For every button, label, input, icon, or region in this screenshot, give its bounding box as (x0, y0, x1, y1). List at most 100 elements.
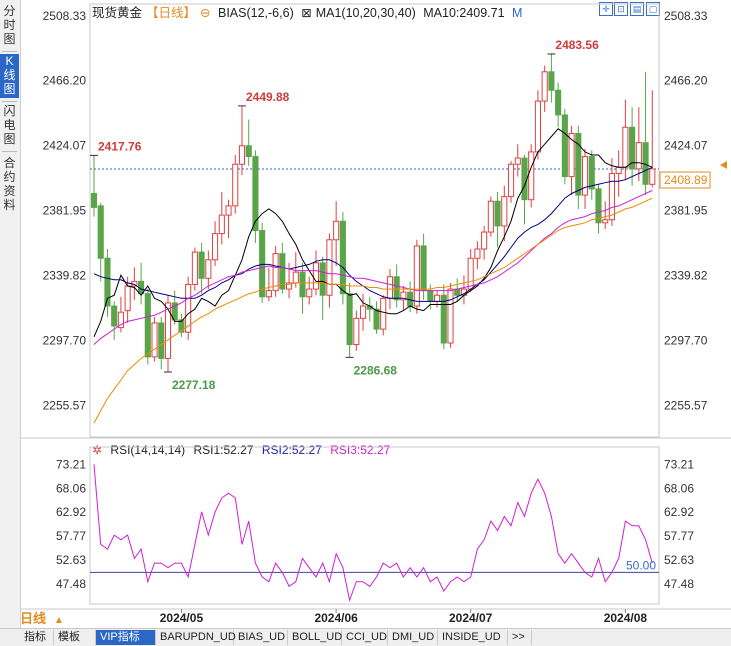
period-label[interactable]: 【日线】 (146, 6, 197, 20)
indicator-tab-9[interactable]: >> (508, 630, 532, 645)
candle[interactable] (534, 100, 541, 153)
candle[interactable] (615, 166, 622, 175)
zoom-out-icon[interactable]: ⊡ (614, 2, 628, 16)
candle[interactable] (286, 282, 293, 290)
candle[interactable] (117, 311, 124, 329)
candle[interactable] (514, 157, 521, 165)
candle[interactable] (232, 163, 239, 207)
candle[interactable] (218, 214, 225, 235)
period-selector[interactable]: 日线 ▲ (20, 610, 90, 627)
crosshair-icon[interactable]: ✛ (599, 2, 613, 16)
candle[interactable] (104, 257, 111, 307)
candle[interactable] (259, 230, 266, 298)
indicator-tab-6[interactable]: CCI_UD (342, 630, 388, 645)
candle[interactable] (555, 89, 562, 116)
candle[interactable] (581, 156, 589, 196)
candle[interactable] (164, 302, 172, 359)
indicator-tab-7[interactable]: DMI_UD (388, 630, 438, 645)
candle[interactable] (474, 248, 481, 259)
circle-minus-icon[interactable]: ⊖ (200, 6, 211, 20)
candle[interactable] (198, 251, 205, 279)
candle[interactable] (306, 288, 313, 298)
candle[interactable] (319, 262, 326, 296)
candle[interactable] (622, 126, 629, 168)
candle[interactable] (447, 288, 454, 344)
candle[interactable] (353, 317, 360, 346)
kline-chart[interactable]: 2417.76 2449.88 2277.18 2286.68 2483.56 2508… (0, 0, 731, 628)
candle[interactable] (400, 291, 407, 301)
indicator-tab-3[interactable]: BARUPDN_UD (156, 630, 236, 645)
candle[interactable] (393, 276, 400, 301)
candle[interactable] (90, 193, 98, 208)
candle[interactable] (521, 157, 528, 201)
candle[interactable] (225, 205, 232, 216)
candle[interactable] (292, 271, 299, 284)
candle[interactable] (608, 173, 615, 221)
candle[interactable] (111, 305, 118, 327)
candle[interactable] (528, 151, 535, 201)
candle[interactable] (649, 168, 656, 185)
candle[interactable] (252, 156, 259, 232)
candle[interactable] (191, 251, 198, 285)
candle[interactable] (124, 285, 131, 312)
candle[interactable] (245, 145, 252, 158)
candle[interactable] (420, 245, 427, 292)
candle[interactable] (588, 156, 595, 190)
candle[interactable] (151, 322, 158, 358)
candle[interactable] (481, 231, 488, 250)
candle[interactable] (548, 71, 555, 91)
candle[interactable] (413, 245, 420, 307)
candle[interactable] (333, 220, 340, 241)
candle[interactable] (265, 290, 272, 298)
candle[interactable] (487, 200, 494, 233)
candle[interactable] (339, 220, 346, 295)
candle[interactable] (386, 276, 394, 299)
indicator-tab-8[interactable]: INSIDE_UD (438, 630, 508, 645)
candle[interactable] (427, 290, 434, 302)
candle[interactable] (97, 205, 104, 259)
candle[interactable] (380, 297, 387, 330)
layout-icon[interactable]: ▤ (630, 2, 644, 16)
candle[interactable] (144, 293, 151, 358)
candle[interactable] (205, 259, 212, 279)
candle[interactable] (158, 322, 165, 359)
candle[interactable] (467, 257, 474, 290)
candle[interactable] (440, 294, 447, 344)
candle[interactable] (178, 319, 185, 333)
settings-icon[interactable]: ✲ (92, 443, 103, 457)
indicator-tab-0[interactable]: 指标 (20, 630, 54, 645)
candle[interactable] (433, 294, 441, 302)
bias-indicator[interactable]: BIAS(12,-6,6) (218, 6, 294, 20)
candle[interactable] (373, 308, 380, 330)
candle[interactable] (602, 219, 609, 224)
candle[interactable] (326, 239, 333, 296)
tab-contract-info[interactable]: 合约资料 (3, 156, 16, 212)
candle[interactable] (360, 305, 367, 319)
candle[interactable] (595, 188, 602, 224)
tab-flash[interactable]: 闪电图 (3, 104, 16, 146)
candle[interactable] (501, 196, 508, 227)
indicator-tab-4[interactable]: BIAS_UD (234, 630, 288, 645)
indicator-tab-2[interactable]: VIP指标 (96, 630, 156, 645)
candle[interactable] (629, 126, 636, 170)
tab-timeshare[interactable]: 分时图 (3, 4, 16, 46)
candle[interactable] (561, 114, 568, 178)
candle[interactable] (507, 163, 515, 198)
candle[interactable] (635, 142, 642, 170)
candle[interactable] (575, 132, 582, 196)
candle[interactable] (494, 200, 501, 227)
candle[interactable] (541, 71, 548, 102)
candle[interactable] (312, 262, 320, 290)
candle[interactable] (185, 283, 192, 333)
candle[interactable] (238, 145, 246, 165)
candle[interactable] (279, 253, 286, 290)
candle[interactable] (346, 293, 353, 346)
candle[interactable] (212, 233, 219, 261)
candle[interactable] (299, 271, 306, 298)
m-icon[interactable]: M (512, 6, 523, 20)
indicator-tab-1[interactable]: 模板 (54, 630, 96, 645)
candle[interactable] (272, 253, 279, 292)
indicator-tab-5[interactable]: BOLL_UD (288, 630, 342, 645)
ma-toggle-icon[interactable]: ⊠ (301, 6, 312, 20)
